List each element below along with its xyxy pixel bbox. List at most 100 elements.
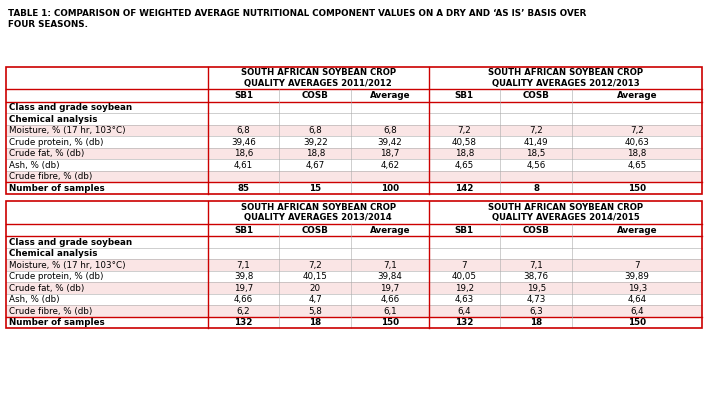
FancyBboxPatch shape bbox=[6, 248, 702, 259]
Text: COSB: COSB bbox=[523, 225, 549, 235]
Text: 19,5: 19,5 bbox=[527, 284, 546, 292]
Text: 4,64: 4,64 bbox=[627, 295, 647, 304]
Text: Average: Average bbox=[370, 225, 410, 235]
Text: Crude protein, % (db): Crude protein, % (db) bbox=[9, 138, 103, 147]
Text: Chemical analysis: Chemical analysis bbox=[9, 115, 98, 124]
Text: 150: 150 bbox=[381, 318, 399, 327]
Text: 19,7: 19,7 bbox=[380, 284, 399, 292]
Text: 6,3: 6,3 bbox=[530, 307, 543, 316]
Text: 39,42: 39,42 bbox=[377, 138, 402, 147]
Text: 15: 15 bbox=[309, 184, 321, 193]
Text: 150: 150 bbox=[628, 318, 646, 327]
Text: COSB: COSB bbox=[302, 225, 329, 235]
Text: 4,62: 4,62 bbox=[380, 161, 399, 170]
Text: 18: 18 bbox=[530, 318, 542, 327]
Text: 18,7: 18,7 bbox=[380, 149, 399, 158]
Text: Average: Average bbox=[617, 91, 658, 100]
Text: SOUTH AFRICAN SOYBEAN CROP
QUALITY AVERAGES 2011/2012: SOUTH AFRICAN SOYBEAN CROP QUALITY AVERA… bbox=[241, 68, 396, 88]
Text: 6,2: 6,2 bbox=[236, 307, 251, 316]
Text: 38,76: 38,76 bbox=[524, 272, 549, 281]
Text: Crude fat, % (db): Crude fat, % (db) bbox=[9, 149, 84, 158]
Text: 19,2: 19,2 bbox=[455, 284, 474, 292]
Text: 7: 7 bbox=[634, 261, 640, 269]
Text: 4,56: 4,56 bbox=[527, 161, 546, 170]
Text: 6,8: 6,8 bbox=[383, 126, 396, 135]
Text: Ash, % (db): Ash, % (db) bbox=[9, 161, 60, 170]
Text: SOUTH AFRICAN SOYBEAN CROP
QUALITY AVERAGES 2013/2014: SOUTH AFRICAN SOYBEAN CROP QUALITY AVERA… bbox=[241, 203, 396, 222]
Text: 18,8: 18,8 bbox=[455, 149, 474, 158]
Text: 40,63: 40,63 bbox=[624, 138, 650, 147]
FancyBboxPatch shape bbox=[6, 89, 702, 102]
Text: 7,1: 7,1 bbox=[236, 261, 251, 269]
FancyBboxPatch shape bbox=[6, 137, 702, 148]
Text: 40,58: 40,58 bbox=[452, 138, 477, 147]
Text: 39,46: 39,46 bbox=[232, 138, 256, 147]
Text: Crude fibre, % (db): Crude fibre, % (db) bbox=[9, 307, 93, 316]
Text: 7,2: 7,2 bbox=[457, 126, 472, 135]
Text: Class and grade soybean: Class and grade soybean bbox=[9, 103, 132, 112]
Text: 39,8: 39,8 bbox=[234, 272, 253, 281]
Text: 5,8: 5,8 bbox=[309, 307, 322, 316]
FancyBboxPatch shape bbox=[6, 182, 702, 194]
Text: Crude fat, % (db): Crude fat, % (db) bbox=[9, 284, 84, 292]
Text: 18,5: 18,5 bbox=[527, 149, 546, 158]
Text: Number of samples: Number of samples bbox=[9, 184, 105, 193]
Text: 7,2: 7,2 bbox=[530, 126, 543, 135]
Text: 18,6: 18,6 bbox=[234, 149, 253, 158]
Text: 4,66: 4,66 bbox=[380, 295, 399, 304]
Text: 150: 150 bbox=[628, 184, 646, 193]
Text: 6,4: 6,4 bbox=[457, 307, 472, 316]
FancyBboxPatch shape bbox=[6, 159, 702, 171]
Text: Average: Average bbox=[370, 91, 410, 100]
Text: COSB: COSB bbox=[302, 91, 329, 100]
FancyBboxPatch shape bbox=[6, 271, 702, 282]
Text: SB1: SB1 bbox=[234, 225, 253, 235]
FancyBboxPatch shape bbox=[6, 259, 702, 271]
Text: 18,8: 18,8 bbox=[627, 149, 647, 158]
Text: 4,66: 4,66 bbox=[234, 295, 253, 304]
Text: 40,05: 40,05 bbox=[452, 272, 477, 281]
FancyBboxPatch shape bbox=[6, 224, 702, 236]
Text: 4,61: 4,61 bbox=[234, 161, 253, 170]
Text: 39,84: 39,84 bbox=[377, 272, 402, 281]
Text: 4,73: 4,73 bbox=[527, 295, 546, 304]
Text: 142: 142 bbox=[455, 184, 474, 193]
Text: Moisture, % (17 hr, 103°C): Moisture, % (17 hr, 103°C) bbox=[9, 126, 126, 135]
Text: Moisture, % (17 hr, 103°C): Moisture, % (17 hr, 103°C) bbox=[9, 261, 126, 269]
Text: SB1: SB1 bbox=[234, 91, 253, 100]
FancyBboxPatch shape bbox=[6, 294, 702, 305]
FancyBboxPatch shape bbox=[6, 148, 702, 159]
Text: 18,8: 18,8 bbox=[306, 149, 325, 158]
FancyBboxPatch shape bbox=[6, 201, 702, 224]
Text: 7: 7 bbox=[462, 261, 467, 269]
Text: 4,65: 4,65 bbox=[455, 161, 474, 170]
Text: Class and grade soybean: Class and grade soybean bbox=[9, 238, 132, 246]
Text: Crude fibre, % (db): Crude fibre, % (db) bbox=[9, 172, 93, 181]
FancyBboxPatch shape bbox=[6, 125, 702, 137]
Text: Crude protein, % (db): Crude protein, % (db) bbox=[9, 272, 103, 281]
Text: Average: Average bbox=[617, 225, 658, 235]
Text: 4,7: 4,7 bbox=[309, 295, 322, 304]
Text: 4,67: 4,67 bbox=[306, 161, 325, 170]
Text: 7,2: 7,2 bbox=[309, 261, 322, 269]
FancyBboxPatch shape bbox=[6, 114, 702, 125]
FancyBboxPatch shape bbox=[6, 236, 702, 248]
Text: 4,63: 4,63 bbox=[455, 295, 474, 304]
Text: 19,7: 19,7 bbox=[234, 284, 253, 292]
Text: 19,3: 19,3 bbox=[627, 284, 647, 292]
Text: 100: 100 bbox=[381, 184, 399, 193]
Text: SB1: SB1 bbox=[455, 91, 474, 100]
Text: Number of samples: Number of samples bbox=[9, 318, 105, 327]
Text: SOUTH AFRICAN SOYBEAN CROP
QUALITY AVERAGES 2012/2013: SOUTH AFRICAN SOYBEAN CROP QUALITY AVERA… bbox=[488, 68, 643, 88]
FancyBboxPatch shape bbox=[6, 282, 702, 294]
FancyBboxPatch shape bbox=[6, 305, 702, 317]
Text: 6,8: 6,8 bbox=[236, 126, 251, 135]
Text: 7,2: 7,2 bbox=[630, 126, 644, 135]
Text: 6,1: 6,1 bbox=[383, 307, 396, 316]
FancyBboxPatch shape bbox=[6, 171, 702, 182]
FancyBboxPatch shape bbox=[6, 317, 702, 328]
Text: 132: 132 bbox=[455, 318, 474, 327]
Text: SOUTH AFRICAN SOYBEAN CROP
QUALITY AVERAGES 2014/2015: SOUTH AFRICAN SOYBEAN CROP QUALITY AVERA… bbox=[488, 203, 643, 222]
Text: SB1: SB1 bbox=[455, 225, 474, 235]
Text: 39,89: 39,89 bbox=[624, 272, 650, 281]
